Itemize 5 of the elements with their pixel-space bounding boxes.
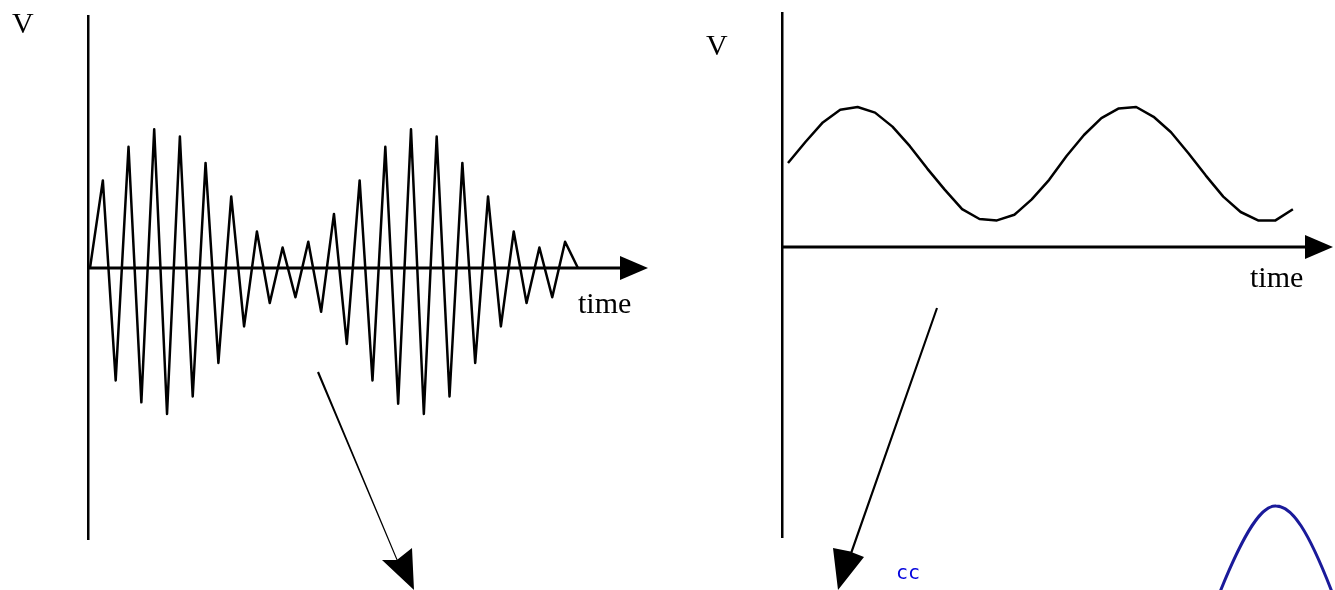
x-axis-title: time — [1250, 260, 1304, 293]
text: cc — [896, 560, 921, 584]
y-axis-title: V — [706, 28, 728, 61]
y-axis-title: V — [12, 6, 34, 39]
x-axis-title: time — [578, 286, 632, 319]
